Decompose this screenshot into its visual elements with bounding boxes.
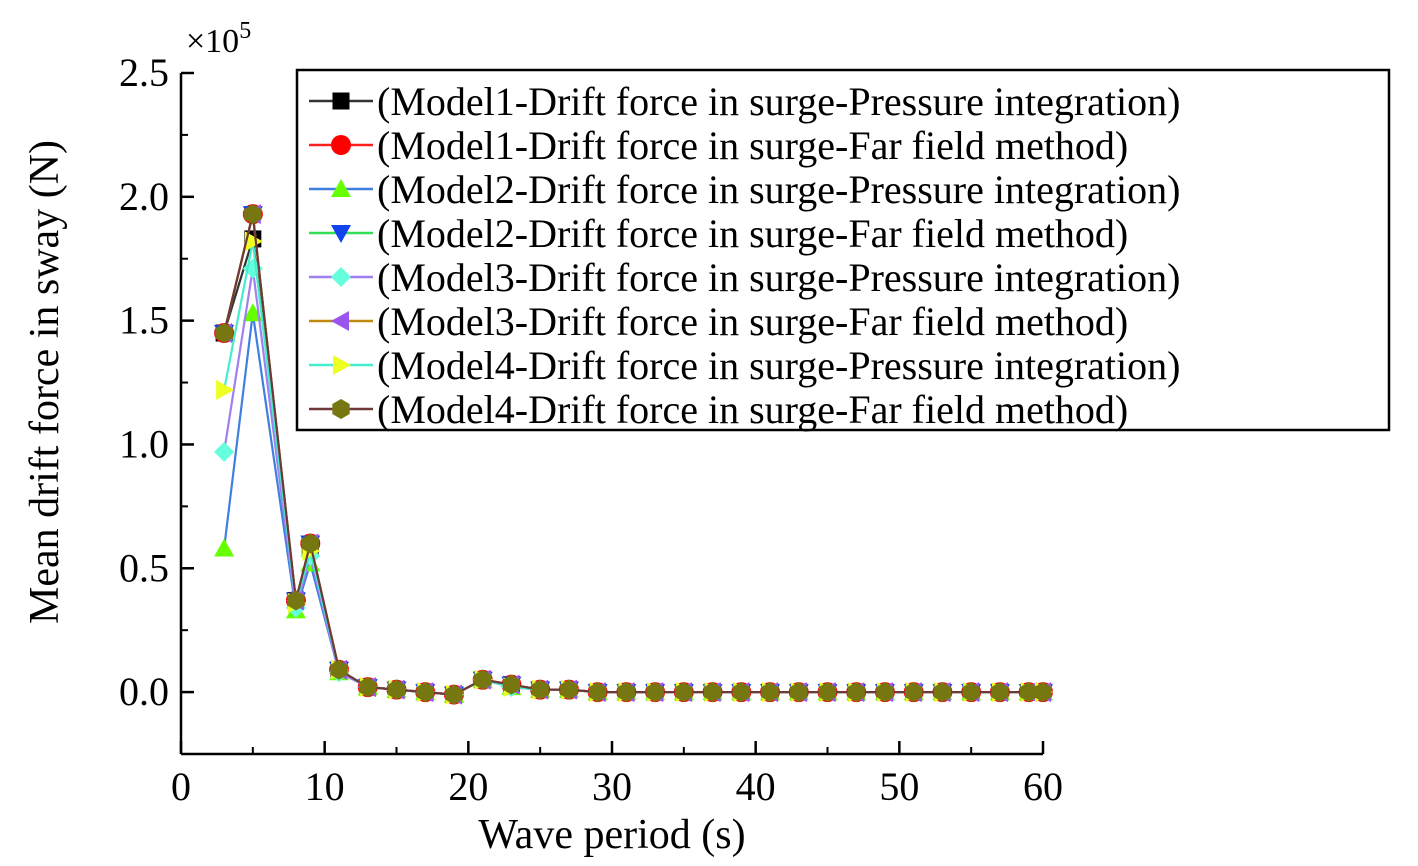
data-point — [359, 677, 377, 698]
data-point — [761, 682, 779, 703]
data-point — [474, 669, 492, 690]
data-point — [905, 682, 923, 703]
x-tick-label: 30 — [592, 764, 632, 809]
legend-item: (Model2-Drift force in surge-Pressure in… — [309, 167, 1180, 212]
legend-marker — [331, 311, 349, 331]
x-tick-label: 0 — [171, 764, 191, 809]
data-point — [646, 682, 664, 703]
data-point — [244, 231, 263, 252]
legend-label: (Model2-Drift force in surge-Far field m… — [377, 211, 1128, 256]
legend-item: (Model4-Drift force in surge-Far field m… — [309, 387, 1128, 432]
x-axis-ticks: 0 10 20 30 40 50 60 — [171, 741, 1063, 809]
data-point — [1019, 682, 1038, 703]
legend-box — [295, 68, 1391, 432]
x-tick-label: 40 — [736, 764, 776, 809]
legend-marker — [333, 355, 351, 375]
legend-label: (Model2-Drift force in surge-Pressure in… — [377, 167, 1180, 212]
x-tick-label: 50 — [879, 764, 919, 809]
legend-label: (Model3-Drift force in surge-Far field m… — [377, 299, 1128, 344]
data-point — [1034, 682, 1052, 703]
data-point — [387, 679, 406, 700]
data-point — [287, 590, 305, 611]
data-point — [876, 682, 894, 703]
y-multiplier-exponent: 5 — [239, 18, 251, 44]
legend-item: (Model3-Drift force in surge-Far field m… — [309, 299, 1128, 344]
series-layer — [214, 204, 1053, 705]
legend-item: (Model4-Drift force in surge-Pressure in… — [309, 343, 1180, 388]
x-tick-label: 20 — [448, 764, 488, 809]
legend-label: (Model3-Drift force in surge-Pressure in… — [377, 255, 1180, 300]
data-point — [502, 674, 521, 695]
legend-item: (Model3-Drift force in surge-Pressure in… — [309, 255, 1180, 300]
data-point — [703, 682, 722, 703]
legend-marker — [332, 399, 350, 419]
data-point — [617, 682, 636, 703]
data-point — [847, 682, 865, 703]
x-axis-title: Wave period (s) — [478, 812, 745, 858]
y-tick-label: 1.0 — [119, 421, 169, 466]
data-point — [445, 684, 463, 705]
legend-item: (Model2-Drift force in surge-Far field m… — [309, 211, 1128, 256]
y-tick-label: 1.5 — [119, 298, 169, 343]
legend-item: (Model1-Drift force in surge-Far field m… — [309, 123, 1128, 168]
legend-marker — [331, 267, 351, 287]
legend-label: (Model4-Drift force in surge-Pressure in… — [377, 343, 1180, 388]
legend: (Model1-Drift force in surge-Pressure in… — [295, 68, 1391, 432]
data-point — [560, 679, 578, 700]
legend-marker — [331, 179, 351, 197]
y-multiplier-base: ×10 — [186, 23, 239, 60]
data-point — [818, 682, 837, 703]
legend-marker — [331, 225, 351, 243]
legend-label: (Model1-Drift force in surge-Pressure in… — [377, 79, 1180, 124]
series-8 — [215, 204, 1052, 705]
data-point — [214, 538, 235, 557]
data-point — [588, 682, 607, 703]
data-point — [991, 682, 1009, 703]
legend-label: (Model4-Drift force in surge-Far field m… — [377, 387, 1128, 432]
y-tick-label: 2.0 — [119, 174, 169, 219]
data-point — [962, 682, 980, 703]
y-tick-label: 0.5 — [119, 545, 169, 590]
y-tick-label: 0.0 — [119, 669, 169, 714]
data-point — [732, 682, 750, 703]
legend-item: (Model1-Drift force in surge-Pressure in… — [309, 79, 1180, 124]
data-point — [215, 323, 233, 344]
y-axis-multiplier: ×105 — [186, 18, 251, 60]
legend-label: (Model1-Drift force in surge-Far field m… — [377, 123, 1128, 168]
data-point — [675, 682, 693, 703]
x-tick-label: 60 — [1023, 764, 1063, 809]
data-point — [330, 659, 348, 680]
y-tick-label: 2.5 — [119, 50, 169, 95]
data-point — [244, 204, 262, 225]
x-tick-label: 10 — [305, 764, 345, 809]
data-point — [790, 682, 808, 703]
y-axis-ticks: 0.0 0.5 1.0 1.5 2.0 2.5 — [119, 50, 194, 755]
data-point — [531, 679, 549, 700]
data-point — [214, 441, 235, 462]
legend-marker — [331, 135, 351, 155]
data-point — [933, 682, 952, 703]
data-point — [301, 533, 319, 554]
y-axis-title: Mean drift force in sway (N) — [22, 140, 68, 624]
data-point — [416, 682, 434, 703]
legend-marker — [332, 92, 350, 110]
data-point — [216, 379, 235, 400]
